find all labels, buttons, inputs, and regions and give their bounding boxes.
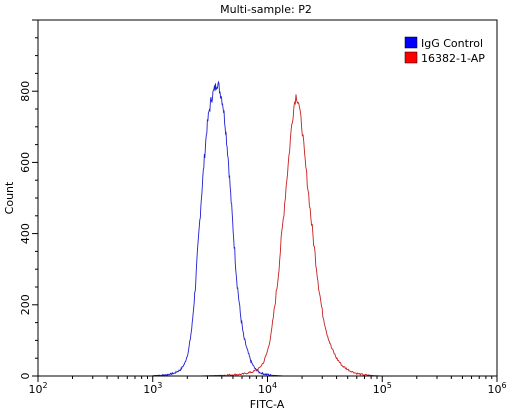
y-axis-label: Count	[3, 181, 16, 214]
y-tick-label: 800	[19, 81, 32, 102]
legend-label: IgG Control	[421, 37, 483, 50]
x-tick-label: 104	[258, 381, 277, 396]
x-axis-label: FITC-A	[250, 398, 285, 411]
y-tick-label: 0	[19, 373, 32, 380]
x-tick-label: 105	[373, 381, 392, 396]
series-line-2	[198, 94, 383, 377]
y-tick-label: 200	[19, 294, 32, 315]
legend-label: 16382-1-AP	[421, 52, 485, 65]
x-tick-label: 102	[28, 381, 47, 396]
y-tick-label: 600	[19, 152, 32, 173]
y-axis: 0 200 400 600 800	[19, 19, 38, 380]
legend: IgG Control 16382-1-AP	[404, 36, 485, 65]
chart-title: Multi-sample: P2	[220, 3, 312, 16]
x-tick-label: 106	[487, 381, 506, 396]
y-tick-label: 400	[19, 223, 32, 244]
x-tick-label: 103	[143, 381, 162, 396]
series-layer	[152, 80, 383, 377]
legend-swatch	[404, 36, 418, 49]
series-line-1	[152, 80, 285, 377]
legend-swatch	[404, 51, 418, 64]
x-axis: 102 103 104 105 106	[28, 376, 507, 396]
